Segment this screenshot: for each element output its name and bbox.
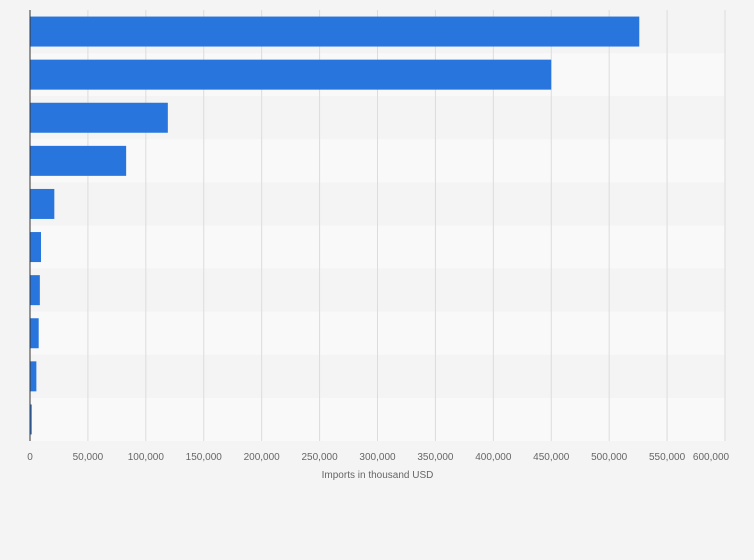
x-tick-label: 50,000 xyxy=(73,452,104,463)
bar xyxy=(30,102,168,133)
x-tick-label: 150,000 xyxy=(186,452,223,463)
x-tick-label: 500,000 xyxy=(591,452,628,463)
x-tick-label: 550,000 xyxy=(649,452,686,463)
x-axis-title: Imports in thousand USD xyxy=(322,470,434,481)
x-tick-label: 450,000 xyxy=(533,452,570,463)
bar xyxy=(30,361,37,392)
x-tick-label: 250,000 xyxy=(302,452,339,463)
x-tick-label: 400,000 xyxy=(475,452,512,463)
x-tick-label: 600,000 xyxy=(693,452,730,463)
x-axis-ticks: 0 50,000 100,000 150,000 200,000 250,000 300,0… xyxy=(27,452,729,463)
x-tick-label: 0 xyxy=(27,452,33,463)
bar xyxy=(30,16,640,47)
x-tick-label: 350,000 xyxy=(417,452,454,463)
x-tick-label: 300,000 xyxy=(359,452,396,463)
x-tick-label: 200,000 xyxy=(244,452,281,463)
bar xyxy=(30,275,40,306)
x-tick-label: 100,000 xyxy=(128,452,165,463)
bar xyxy=(30,188,55,219)
bar xyxy=(30,59,552,90)
bar xyxy=(30,318,39,349)
bars xyxy=(30,16,640,435)
bar xyxy=(30,232,42,263)
bar xyxy=(30,145,127,176)
bar xyxy=(30,404,32,435)
